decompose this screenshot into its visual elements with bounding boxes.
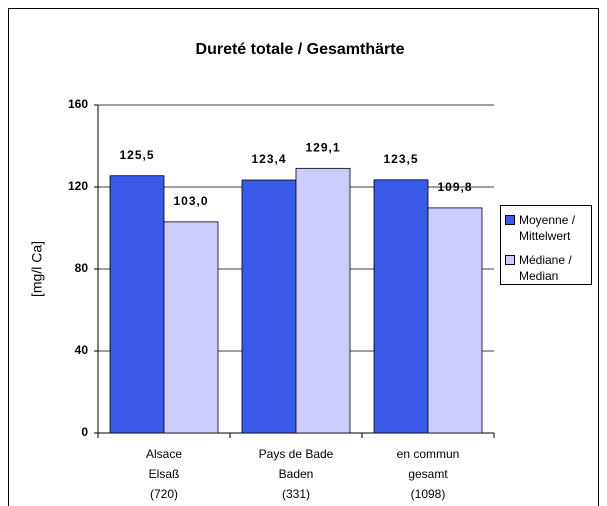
y-tick-label: 160 bbox=[68, 97, 88, 111]
bar bbox=[427, 207, 483, 434]
value-label: 129,1 bbox=[305, 141, 340, 155]
y-axis-label: [mg/l Ca] bbox=[29, 241, 45, 297]
value-label: 123,5 bbox=[383, 152, 418, 166]
y-tick-label: 120 bbox=[68, 179, 88, 193]
x-tick-label: en commun bbox=[397, 447, 460, 461]
legend: Moyenne / Mittelwert Médiane / Median bbox=[500, 205, 592, 285]
y-tick-label: 0 bbox=[81, 425, 88, 439]
value-label: 123,4 bbox=[251, 152, 286, 166]
legend-swatch bbox=[505, 215, 515, 225]
x-tick-label: Alsace bbox=[146, 447, 182, 461]
value-label: 103,0 bbox=[173, 194, 208, 208]
value-label: 125,5 bbox=[119, 148, 154, 162]
x-tick-label: gesamt bbox=[408, 467, 448, 481]
x-tick-label: (1098) bbox=[411, 487, 446, 501]
x-tick-label: Baden bbox=[279, 467, 314, 481]
x-tick-label: (720) bbox=[150, 487, 178, 501]
bar bbox=[163, 221, 219, 434]
y-tick-label: 40 bbox=[75, 343, 89, 357]
legend-label: Moyenne / Mittelwert bbox=[519, 213, 576, 243]
bar bbox=[295, 167, 351, 434]
legend-entry: Médiane / Median bbox=[505, 252, 589, 284]
y-tick-label: 80 bbox=[75, 261, 89, 275]
legend-label: Médiane / Median bbox=[519, 253, 572, 283]
x-tick-label: (331) bbox=[282, 487, 310, 501]
legend-entry: Moyenne / Mittelwert bbox=[505, 212, 589, 244]
value-label: 109,8 bbox=[437, 180, 472, 194]
chart-title: Dureté totale / Gesamthärte bbox=[196, 41, 405, 58]
x-tick-label: Pays de Bade bbox=[259, 447, 334, 461]
bar bbox=[373, 179, 429, 434]
bar bbox=[109, 175, 165, 434]
x-tick-label: Elsaß bbox=[149, 467, 180, 481]
bar bbox=[241, 179, 297, 434]
legend-swatch bbox=[505, 255, 515, 265]
